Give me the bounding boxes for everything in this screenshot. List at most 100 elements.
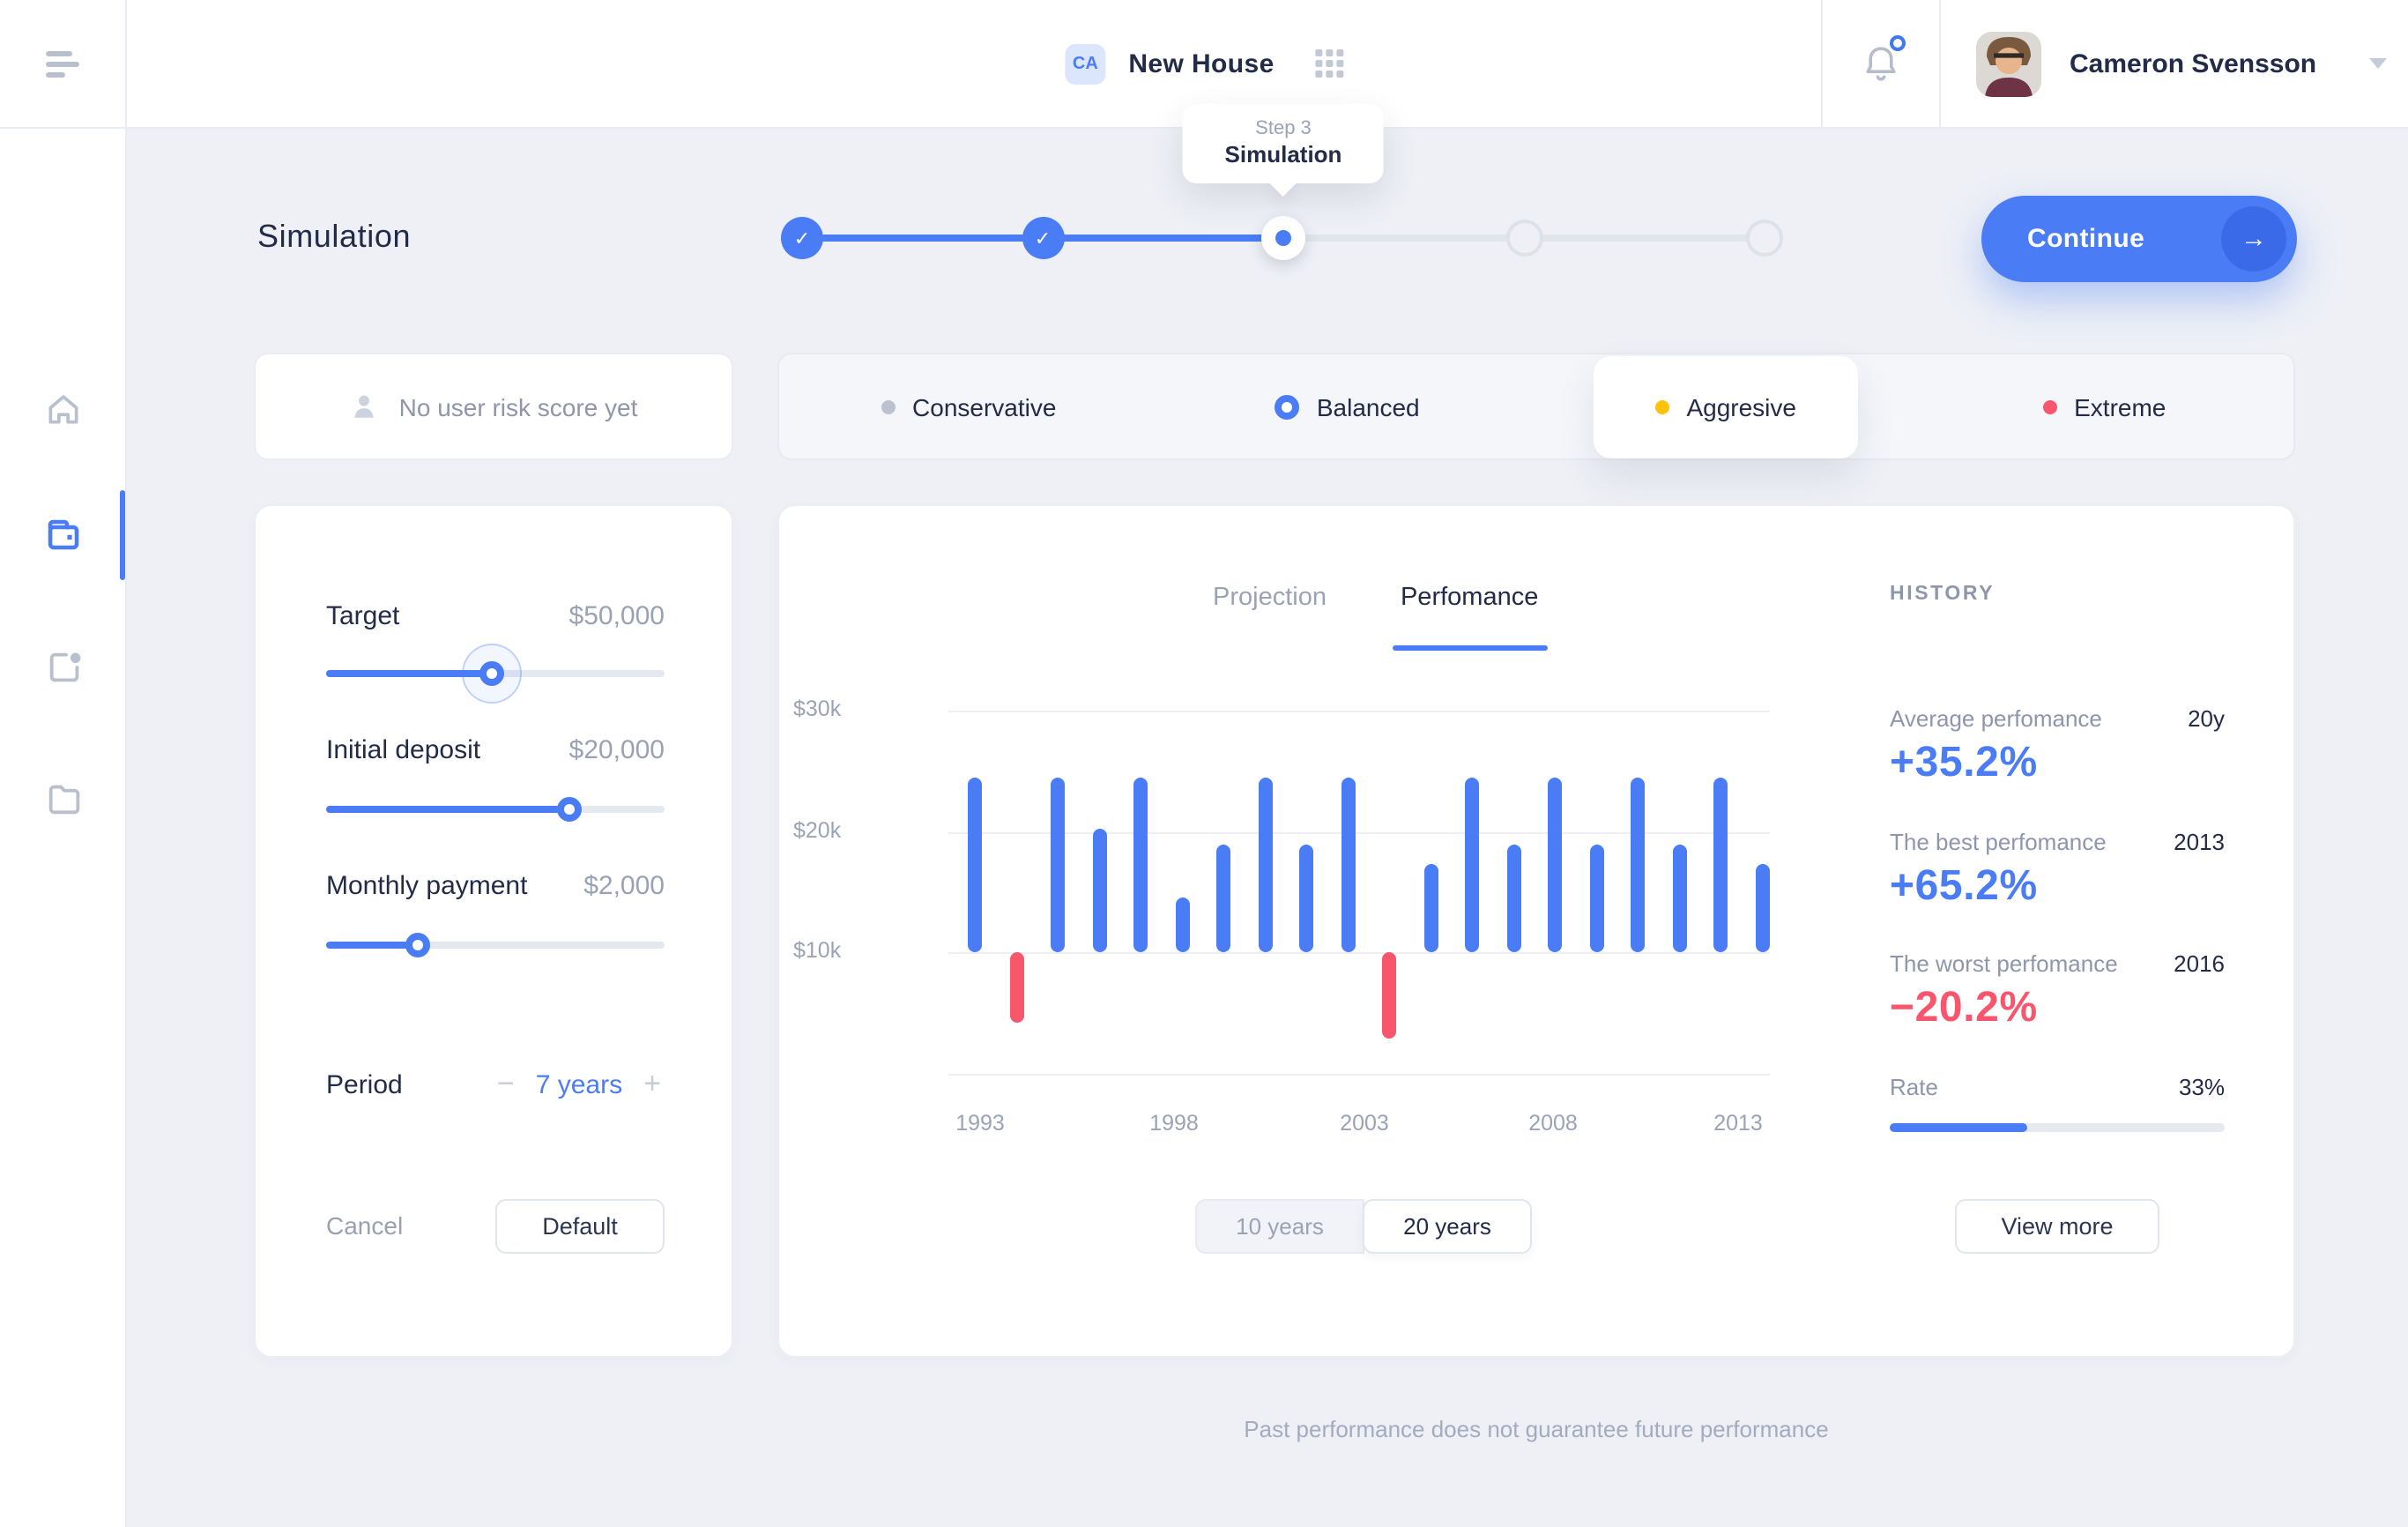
y-axis-label: $20k (793, 817, 842, 843)
risk-score-card: No user risk score yet (254, 353, 733, 460)
risk-option-label: Conservative (912, 392, 1057, 421)
continue-label: Continue (2027, 224, 2145, 254)
chart-bar-positive (1341, 778, 1356, 953)
progress-stepper: ✓ ✓ (781, 216, 1783, 260)
period-increase-button[interactable]: + (643, 1067, 661, 1100)
sidebar-item-home[interactable] (0, 370, 127, 448)
risk-option-label: Aggresive (1686, 392, 1796, 421)
slider-label: Initial deposit (326, 735, 481, 765)
reports-icon (48, 652, 80, 682)
slider-track[interactable] (326, 797, 665, 822)
arrow-right-icon: → (2221, 206, 2286, 272)
risk-profile-selector: Conservative Balanced Aggresive Extreme (777, 353, 2295, 460)
radio-selected-icon (1274, 394, 1299, 419)
slider-thumb[interactable] (405, 933, 430, 957)
rate-label: Rate (1890, 1074, 1938, 1100)
history-item-label: The best perfomance (1890, 829, 2107, 855)
slider-fill (326, 942, 418, 949)
chart-bar-positive (1672, 844, 1687, 953)
stepper-step-3-active[interactable] (1261, 216, 1305, 260)
period-value: 7 years (535, 1069, 623, 1099)
chart-bar-positive (1133, 778, 1148, 953)
cancel-button[interactable]: Cancel (326, 1211, 404, 1240)
chart-bar-positive (1465, 778, 1480, 953)
sidebar-item-files[interactable] (0, 758, 127, 836)
slider-thumb[interactable] (557, 797, 583, 822)
performance-card: Projection Perfomance HISTORY 10 years 20 … (777, 504, 2295, 1358)
chart-bar-positive (968, 778, 982, 953)
hamburger-menu-button[interactable] (0, 0, 127, 127)
folder-icon (48, 784, 79, 814)
performance-bar-chart (948, 711, 1770, 1076)
chart-bar-positive (1092, 828, 1107, 953)
history-item-label-row: The best perfomance 2013 (1890, 829, 2225, 855)
stepper-step-4-todo[interactable] (1505, 220, 1542, 257)
range-option-10-years[interactable]: 10 years (1195, 1199, 1364, 1254)
chart-range-toggle: 10 years 20 years (1195, 1199, 1532, 1254)
chart-bar-positive (1756, 863, 1770, 953)
sidebar-item-simulation[interactable] (0, 495, 127, 573)
slider-label: Target (326, 601, 400, 631)
risk-option-aggresive[interactable]: Aggresive (1536, 354, 1915, 458)
history-item-label-row: Average perfomance 20y (1890, 705, 2225, 732)
slider-value: $50,000 (569, 601, 665, 631)
slider-track[interactable] (326, 933, 665, 957)
person-icon (355, 395, 375, 418)
stepper-step-1-done[interactable]: ✓ (781, 217, 823, 259)
project-switcher: CA New House (1065, 0, 1343, 127)
slider-value: $2,000 (583, 871, 665, 901)
x-axis-label: 1993 (955, 1111, 1005, 1136)
history-item-value: +65.2% (1890, 862, 2038, 910)
slider-row-monthly-payment: Monthly payment $2,000 (326, 871, 665, 901)
apps-grid-icon[interactable] (1314, 49, 1343, 78)
chart-bar-positive (1175, 898, 1190, 953)
sidebar-item-reports[interactable] (0, 628, 127, 705)
view-more-button[interactable]: View more (1955, 1199, 2159, 1254)
risk-option-label: Balanced (1316, 392, 1420, 421)
x-axis-label: 1998 (1149, 1111, 1199, 1136)
x-axis-label: 2013 (1713, 1111, 1763, 1136)
chart-bar-positive (1713, 778, 1728, 953)
user-profile-menu[interactable]: Cameron Svensson (1939, 0, 2408, 127)
chart-gridline (948, 831, 1770, 834)
tooltip-step-number: Step 3 (1255, 118, 1312, 139)
rate-value: 33% (2178, 1074, 2225, 1100)
x-axis-label: 2003 (1340, 1111, 1389, 1136)
stepper-step-2-done[interactable]: ✓ (1022, 217, 1064, 259)
notification-dot-badge (1890, 35, 1906, 51)
slider-track[interactable] (326, 644, 665, 704)
period-decrease-button[interactable]: − (496, 1067, 515, 1100)
y-axis-label: $30k (793, 696, 842, 721)
tab-perfomance[interactable]: Perfomance (1401, 584, 1538, 637)
wallet-icon (48, 519, 79, 550)
chart-bar-positive (1051, 778, 1066, 953)
chart-bar-positive (1258, 778, 1273, 953)
slider-label: Monthly payment (326, 871, 528, 901)
chart-bar-negative (1382, 952, 1397, 1039)
risk-option-balanced[interactable]: Balanced (1158, 354, 1537, 458)
tab-projection[interactable]: Projection (1213, 584, 1327, 612)
risk-option-raised-card (1593, 355, 1858, 458)
hamburger-icon (46, 45, 79, 82)
chart-bar-positive (1631, 778, 1646, 953)
chart-bar-negative (1009, 952, 1024, 1024)
chart-gridline (948, 1074, 1770, 1076)
range-option-20-years[interactable]: 20 years (1363, 1199, 1532, 1254)
risk-option-extreme[interactable]: Extreme (1915, 354, 2294, 458)
continue-button[interactable]: Continue → (1981, 196, 2297, 282)
slider-row-target: Target $50,000 (326, 601, 665, 631)
default-button[interactable]: Default (495, 1199, 665, 1254)
risk-dot-icon (881, 399, 896, 413)
history-item-label: The worst perfomance (1890, 950, 2118, 977)
sidebar (0, 129, 127, 1527)
history-item-meta: 2016 (2174, 950, 2225, 977)
history-item-label-row: The worst perfomance 2016 (1890, 950, 2225, 977)
history-item-meta: 20y (2188, 705, 2225, 732)
stepper-step-5-todo[interactable] (1746, 220, 1783, 257)
risk-option-conservative[interactable]: Conservative (779, 354, 1158, 458)
slider-thumb[interactable] (479, 661, 505, 686)
active-nav-indicator (120, 490, 125, 580)
simulation-controls-card: Period − 7 years + Cancel Default Target… (254, 504, 733, 1358)
notifications-button[interactable] (1821, 0, 1939, 127)
